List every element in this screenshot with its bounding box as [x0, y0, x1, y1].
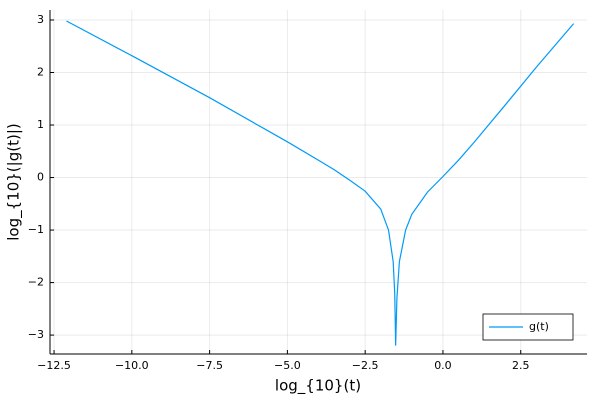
line-series: [66, 20, 575, 346]
x-tick-label: 2.5: [512, 359, 530, 372]
y-tick-label: 2: [37, 65, 44, 78]
y-tick-label: −1: [28, 223, 44, 236]
x-tick-label: −5.0: [274, 359, 301, 372]
y-tick-label: 0: [37, 171, 44, 184]
y-tick-label: 3: [37, 13, 44, 26]
x-axis-label: log_{10}(t): [275, 377, 361, 396]
legend-label: g(t): [529, 320, 549, 333]
y-tick-label: −3: [28, 328, 44, 341]
x-tick-label: −10.0: [115, 359, 149, 372]
x-tick-label: −2.5: [352, 359, 379, 372]
x-tick-label: −7.5: [196, 359, 223, 372]
x-tick-label: −12.5: [37, 359, 71, 372]
y-axis-label: log_{10}(|g(t)|): [5, 123, 24, 240]
y-tick-label: 1: [37, 118, 44, 131]
y-tick-label: −2: [28, 276, 44, 289]
x-tick-label: 0.0: [434, 359, 452, 372]
